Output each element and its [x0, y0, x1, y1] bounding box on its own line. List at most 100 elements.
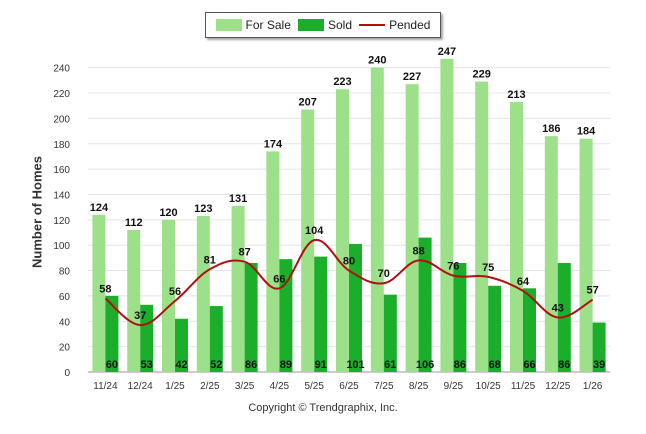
label-sold-8: 61 — [384, 359, 396, 371]
label-pended-3: 81 — [204, 254, 216, 266]
label-pended-14: 57 — [586, 285, 598, 297]
bar-sold-0 — [105, 295, 119, 372]
label-sold-1: 53 — [141, 359, 153, 371]
bar-sold-6 — [314, 256, 328, 372]
data-labels: 124 60 112 53 120 42 123 52 131 86 174 89 207 91 223 10… — [90, 46, 606, 371]
bar-for-sale-2 — [162, 219, 175, 372]
label-sold-2: 42 — [175, 359, 187, 371]
x-tick-7: 6/25 — [339, 381, 359, 392]
x-tick-8: 7/25 — [374, 381, 394, 392]
x-tick-14: 1/26 — [583, 381, 603, 392]
bar-sold-12 — [523, 288, 536, 372]
x-tick-6: 5/25 — [304, 381, 324, 392]
legend-label-sold: Sold — [327, 18, 352, 32]
bar-for-sale-0 — [92, 214, 106, 372]
label-for-sale-7: 223 — [333, 76, 351, 88]
y-tick-140: 140 — [53, 190, 70, 201]
label-for-sale-9: 227 — [403, 71, 421, 83]
legend-item-sold[interactable]: Sold — [297, 18, 352, 32]
label-sold-11: 68 — [489, 359, 501, 371]
bar-for-sale-8 — [370, 67, 384, 373]
label-for-sale-8: 240 — [368, 55, 386, 67]
legend-swatch-pended — [359, 24, 386, 26]
y-tick-220: 220 — [53, 89, 70, 100]
x-tick-0: 11/24 — [93, 381, 118, 392]
bar-sold-2 — [175, 318, 188, 372]
label-pended-4: 87 — [238, 247, 250, 259]
bar-sold-3 — [209, 306, 223, 372]
bar-sold-8 — [383, 294, 397, 372]
bar-for-sale-1 — [127, 229, 141, 372]
label-sold-9: 106 — [416, 359, 434, 371]
legend-item-pended[interactable]: Pended — [359, 18, 430, 32]
bar-sold-14 — [592, 322, 606, 372]
y-axis-label: Number of Homes — [29, 156, 45, 268]
label-pended-9: 88 — [412, 245, 424, 257]
x-tick-10: 9/25 — [444, 381, 464, 392]
y-tick-labels: 0 20 40 60 80 100 120 140 160 180 200 220 240 — [53, 64, 70, 379]
legend-swatch-for-sale — [215, 19, 242, 31]
label-sold-0: 60 — [106, 359, 118, 371]
label-pended-11: 75 — [482, 262, 494, 274]
bar-sold-4 — [244, 262, 258, 372]
label-for-sale-14: 184 — [577, 126, 596, 138]
label-for-sale-3: 123 — [194, 203, 212, 215]
legend-label-for-sale: For Sale — [245, 18, 291, 32]
label-sold-3: 52 — [210, 359, 222, 371]
bar-for-sale-12 — [510, 101, 523, 372]
pended-line-layer — [104, 239, 594, 327]
label-sold-4: 86 — [245, 359, 257, 371]
y-tick-180: 180 — [53, 140, 70, 151]
bar-for-sale-4 — [231, 205, 245, 372]
label-for-sale-11: 229 — [473, 69, 491, 81]
y-tick-40: 40 — [59, 317, 71, 328]
legend-item-for-sale[interactable]: For Sale — [215, 18, 291, 32]
label-for-sale-4: 131 — [229, 193, 247, 205]
bar-for-sale-13 — [544, 136, 558, 372]
x-tick-12: 11/25 — [511, 381, 536, 392]
bar-for-sale-9 — [405, 84, 419, 372]
x-tick-2: 1/25 — [165, 381, 185, 392]
x-tick-5: 4/25 — [270, 381, 290, 392]
label-for-sale-6: 207 — [299, 97, 317, 109]
label-sold-7: 101 — [346, 359, 364, 371]
bar-for-sale-5 — [266, 151, 280, 372]
pended-line — [104, 239, 594, 327]
label-for-sale-2: 120 — [159, 207, 177, 219]
label-for-sale-5: 174 — [264, 138, 283, 150]
label-for-sale-12: 213 — [507, 89, 525, 101]
x-tick-11: 10/25 — [476, 381, 501, 392]
y-tick-60: 60 — [59, 292, 71, 303]
label-sold-10: 86 — [454, 359, 466, 371]
label-pended-2: 56 — [169, 286, 181, 298]
y-tick-240: 240 — [53, 64, 70, 75]
label-sold-13: 86 — [558, 359, 570, 371]
x-tick-13: 12/25 — [545, 381, 570, 392]
legend: For Sale Sold Pended — [205, 12, 441, 38]
y-tick-120: 120 — [53, 216, 70, 227]
bar-for-sale-7 — [336, 89, 349, 373]
y-tick-200: 200 — [53, 114, 70, 125]
y-tick-100: 100 — [53, 241, 70, 252]
label-for-sale-1: 112 — [125, 217, 143, 229]
label-sold-6: 91 — [315, 359, 327, 371]
x-tick-labels: 11/24 12/24 1/25 2/25 3/25 4/25 5/25 6/25 7/25 8/… — [93, 381, 603, 392]
label-pended-8: 70 — [378, 268, 390, 280]
label-pended-13: 43 — [552, 302, 564, 314]
y-tick-20: 20 — [59, 343, 71, 354]
label-pended-1: 37 — [134, 310, 146, 322]
bar-sold-9 — [418, 237, 432, 372]
bar-for-sale-6 — [301, 109, 315, 373]
bar-sold-11 — [488, 285, 502, 372]
label-pended-12: 64 — [517, 276, 530, 288]
legend-swatch-sold — [297, 19, 324, 31]
x-tick-1: 12/24 — [128, 381, 153, 392]
bar-for-sale-11 — [475, 81, 489, 373]
label-pended-0: 58 — [99, 283, 111, 295]
label-pended-6: 104 — [305, 225, 324, 237]
label-for-sale-10: 247 — [438, 46, 456, 58]
label-pended-10: 76 — [447, 261, 459, 273]
y-tick-80: 80 — [59, 267, 71, 278]
label-sold-12: 66 — [523, 359, 535, 371]
